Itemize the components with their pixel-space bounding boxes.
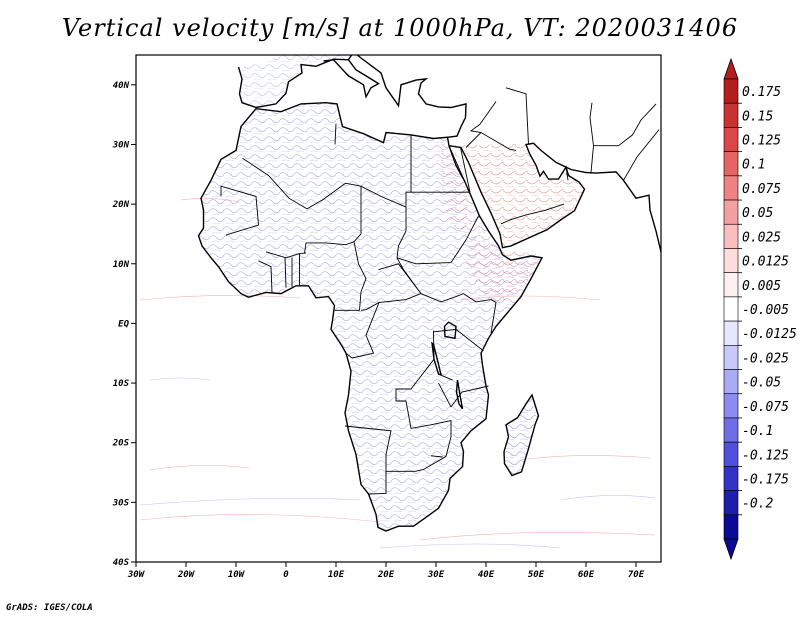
colorbar-label: -0.075 (742, 400, 789, 415)
lon-label-10w: 10W (228, 570, 246, 580)
colorbar-segment (723, 393, 739, 419)
colorbar-label: 0.075 (742, 182, 781, 197)
colorbar-label: -0.1 (742, 424, 773, 439)
colorbar-segment (723, 199, 739, 225)
lon-label-20e: 20E (377, 570, 395, 580)
colorbar-segment (723, 466, 739, 491)
colorbar-segment (723, 151, 739, 177)
colorbar-segment (723, 296, 739, 322)
grads-credit: GrADS: IGES/COLA (6, 603, 93, 613)
lat-label-40s: 40S (113, 558, 130, 568)
nile-upward-shading (441, 141, 469, 240)
coastline-africa (197, 101, 544, 532)
coastline-madagascar (503, 393, 540, 477)
lon-label-30w: 30W (127, 570, 146, 580)
coastline-europe (237, 55, 467, 138)
colorbar-label: 0.005 (742, 279, 781, 294)
colorbar-label: -0.0125 (742, 327, 797, 342)
colorbar-segment (723, 272, 739, 298)
land-shading-europe (238, 55, 361, 108)
lat-label-10n: 10N (113, 260, 130, 270)
colorbar-segment (723, 102, 739, 128)
colorbar-segment (723, 490, 739, 516)
colorbar-segment (723, 514, 739, 540)
axis-ticks: 30W 20W 10W 0 10E 20E 30E 40E 50E 60E 70E 40N 30N 20N… (112, 81, 645, 580)
colorbar-label: 0.125 (742, 134, 781, 149)
lat-label-eq: EQ (118, 319, 129, 329)
colorbar: 0.175 0.15 0.125 0.1 0.075 0.05 0.025 0.0125 0.0… (723, 57, 797, 561)
colorbar-label: 0.025 (742, 230, 781, 245)
colorbar-label: -0.175 (742, 472, 789, 487)
field-shading (139, 55, 661, 549)
coastline-arabia (448, 142, 661, 252)
horn-upward-shading (466, 233, 541, 303)
lat-label-20s: 20S (112, 439, 130, 449)
lon-label-70e: 70E (628, 570, 645, 580)
map-title: Vertical velocity [m/s] at 1000hPa, VT: … (61, 14, 739, 42)
colorbar-segment (723, 441, 739, 467)
lon-label-20w: 20W (177, 570, 196, 580)
ocean-streaks-red (139, 198, 656, 541)
lat-label-20n: 20N (112, 200, 130, 210)
coastlines (197, 55, 661, 532)
colorbar-label: -0.025 (742, 351, 789, 366)
colorbar-label: -0.05 (742, 376, 781, 391)
lon-label-60e: 60E (578, 570, 595, 580)
colorbar-segment (723, 345, 739, 370)
colorbar-label: -0.005 (742, 303, 789, 318)
colorbar-label: 0.15 (742, 109, 773, 124)
colorbar-segment (723, 320, 739, 346)
lon-label-30e: 30E (427, 570, 445, 580)
colorbar-bottom-arrow (723, 538, 739, 561)
colorbar-segment (723, 127, 739, 152)
lat-label-40n: 40N (113, 81, 130, 91)
lat-label-30s: 30S (112, 498, 130, 508)
colorbar-label: 0.0125 (742, 255, 789, 270)
plot-frame (135, 54, 662, 563)
colorbar-segment (723, 248, 739, 273)
arabia-upward-shading (449, 143, 585, 248)
madagascar-shading (504, 395, 539, 476)
colorbar-segment (723, 369, 739, 395)
colorbar-segment (723, 417, 739, 443)
colorbar-segment (723, 223, 739, 249)
colorbar-label: 0.05 (742, 206, 773, 221)
lon-label-0: 0 (283, 570, 289, 580)
lat-label-10s: 10S (113, 379, 130, 389)
lat-label-30n: 30N (112, 140, 130, 150)
country-borders (220, 87, 660, 495)
colorbar-top-arrow (723, 57, 739, 80)
lon-label-50e: 50E (528, 570, 545, 580)
lon-label-40e: 40E (478, 570, 495, 580)
colorbar-label: -0.125 (742, 448, 789, 463)
colorbar-segment (723, 78, 739, 104)
colorbar-label: 0.175 (742, 85, 781, 100)
ocean-streaks-blue (139, 377, 656, 549)
colorbar-label: -0.2 (742, 497, 773, 512)
lon-label-10e: 10E (328, 570, 345, 580)
colorbar-label: 0.1 (742, 158, 765, 173)
colorbar-segment (723, 175, 739, 201)
